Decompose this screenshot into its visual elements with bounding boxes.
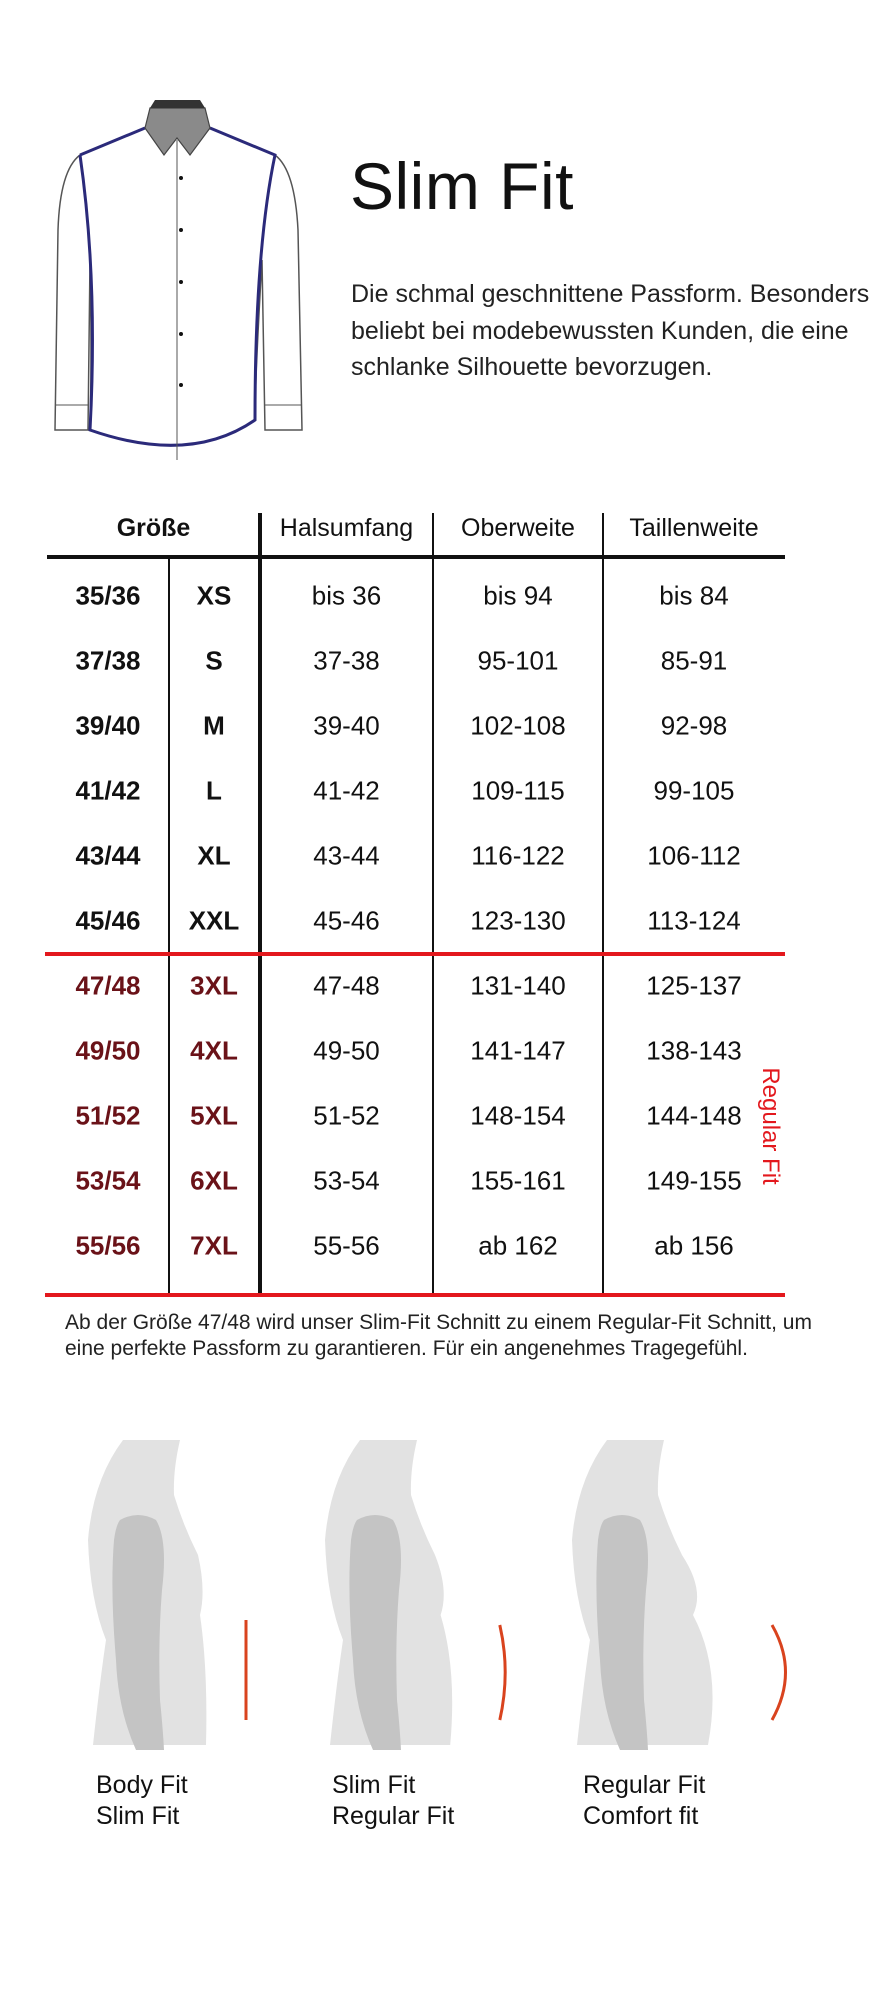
- cell-chest: 102-108: [470, 710, 566, 741]
- cell-chest: 109-115: [471, 775, 565, 806]
- cell-int: L: [206, 775, 222, 806]
- cell-int: S: [205, 645, 223, 676]
- fit-label-line: Regular Fit: [332, 1802, 455, 1830]
- cell-chest: 123-130: [470, 905, 566, 936]
- cell-waist: 92-98: [660, 710, 728, 741]
- cell-int: XS: [196, 580, 232, 611]
- size-note: Ab der Größe 47/48 wird unser Slim-Fit S…: [65, 1311, 812, 1360]
- page-title: Slim Fit: [350, 149, 574, 223]
- arm-shape: [596, 1515, 648, 1750]
- cell-neck: bis 36: [311, 580, 382, 611]
- cell-neck: 47-48: [313, 970, 380, 1001]
- fit-label-3: Regular Fit Comfort fit: [583, 1770, 705, 1832]
- fit-curve-line: [498, 1624, 507, 1721]
- body-silhouette-icon: [572, 1440, 787, 1750]
- body-silhouette-icon: [325, 1440, 507, 1750]
- cell-eu: 47/48: [75, 970, 141, 1001]
- cell-chest: 155-161: [470, 1165, 566, 1196]
- fit-label-line: Body Fit: [96, 1771, 188, 1799]
- body-silhouette-icon: [88, 1440, 248, 1750]
- cell-int: 6XL: [190, 1165, 238, 1196]
- regular-fit-divider: [45, 952, 785, 956]
- cell-waist: 125-137: [646, 970, 742, 1001]
- header-size: Größe: [116, 514, 191, 542]
- arm-shape: [349, 1515, 401, 1750]
- cell-chest: 141-147: [470, 1035, 566, 1066]
- arm-shape: [112, 1515, 164, 1750]
- column-divider: [258, 513, 262, 1295]
- cell-neck: 45-46: [313, 905, 380, 936]
- header-chest: Oberweite: [461, 514, 575, 542]
- cell-chest: bis 94: [483, 580, 553, 611]
- cell-eu: 49/50: [75, 1035, 141, 1066]
- cell-eu: 55/56: [75, 1230, 141, 1261]
- cell-waist: 106-112: [647, 840, 741, 871]
- cell-eu: 41/42: [75, 775, 141, 806]
- cell-neck: 49-50: [313, 1035, 380, 1066]
- cell-neck: 53-54: [313, 1165, 380, 1196]
- cell-int: 5XL: [190, 1100, 238, 1131]
- cell-waist: 99-105: [653, 775, 735, 806]
- header-waist: Taillenweite: [629, 514, 759, 542]
- cell-int: 3XL: [190, 970, 238, 1001]
- cell-eu: 45/46: [75, 905, 141, 936]
- table-bottom-line: [45, 1293, 785, 1297]
- cell-waist: 149-155: [646, 1165, 742, 1196]
- regular-fit-label: Regular Fit: [757, 1067, 784, 1185]
- cell-eu: 39/40: [75, 710, 141, 741]
- fit-label-2: Slim Fit Regular Fit: [332, 1770, 454, 1832]
- column-divider: [602, 513, 604, 1295]
- cell-neck: 55-56: [313, 1230, 380, 1261]
- cell-chest: 131-140: [470, 970, 566, 1001]
- cell-eu: 51/52: [75, 1100, 141, 1131]
- cell-int: 7XL: [190, 1230, 238, 1261]
- column-divider: [432, 513, 434, 1295]
- fit-description: Die schmal geschnittene Passform. Besond…: [351, 280, 870, 381]
- cell-waist: 138-143: [646, 1035, 742, 1066]
- cell-neck: 43-44: [313, 840, 380, 871]
- shirt-illustration: [54, 100, 303, 460]
- cell-chest: 116-122: [471, 840, 565, 871]
- cell-int: XL: [197, 840, 231, 871]
- cell-eu: 37/38: [75, 645, 141, 676]
- cell-int: XXL: [188, 905, 240, 936]
- cell-waist: 113-124: [647, 905, 741, 936]
- header-neck: Halsumfang: [279, 514, 414, 542]
- fit-label-line: Comfort fit: [583, 1802, 699, 1830]
- fit-label-line: Slim Fit: [332, 1771, 416, 1799]
- cell-eu: 53/54: [75, 1165, 141, 1196]
- cell-neck: 51-52: [313, 1100, 380, 1131]
- fit-curve-line: [770, 1624, 787, 1721]
- cell-waist: 85-91: [660, 645, 728, 676]
- cell-eu: 35/36: [75, 580, 141, 611]
- cell-waist: 144-148: [646, 1100, 742, 1131]
- cell-int: M: [203, 710, 225, 741]
- cell-int: 4XL: [190, 1035, 238, 1066]
- fit-label-line: Regular Fit: [583, 1771, 706, 1799]
- fit-label-line: Slim Fit: [96, 1802, 180, 1830]
- cell-waist: ab 156: [654, 1230, 734, 1261]
- column-divider: [168, 557, 170, 1295]
- cell-chest: 95-101: [477, 645, 559, 676]
- cell-chest: 148-154: [470, 1100, 566, 1131]
- cell-neck: 39-40: [313, 710, 380, 741]
- cell-waist: bis 84: [659, 580, 729, 611]
- cell-chest: ab 162: [478, 1230, 558, 1261]
- cell-eu: 43/44: [75, 840, 141, 871]
- cell-neck: 37-38: [313, 645, 380, 676]
- header-divider: [47, 555, 785, 559]
- fit-label-1: Body Fit Slim Fit: [96, 1770, 188, 1832]
- cell-neck: 41-42: [313, 775, 380, 806]
